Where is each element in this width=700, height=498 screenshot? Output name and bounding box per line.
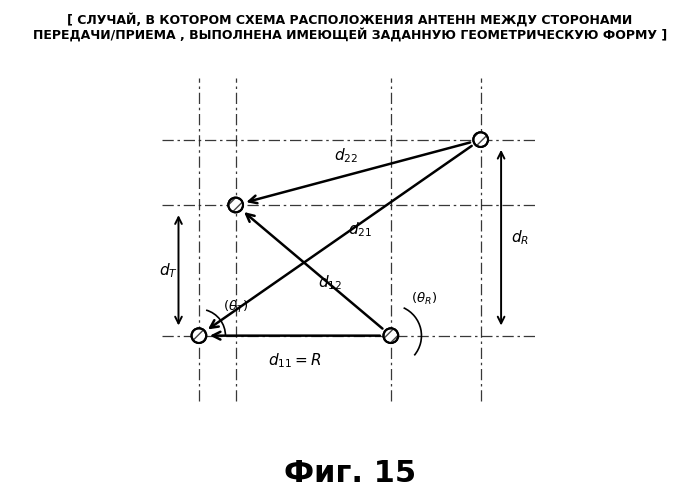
Text: Фиг. 15: Фиг. 15 <box>284 459 416 488</box>
Text: $(\theta_T)$: $(\theta_T)$ <box>223 299 248 315</box>
Text: $d_{21}$: $d_{21}$ <box>348 220 372 239</box>
Text: $d_T$: $d_T$ <box>159 261 178 280</box>
Circle shape <box>192 328 206 343</box>
Text: ПЕРЕДАЧИ/ПРИЕМА , ВЫПОЛНЕНА ИМЕЮЩЕЙ ЗАДАННУЮ ГЕОМЕТРИЧЕСКУЮ ФОРМУ ]: ПЕРЕДАЧИ/ПРИЕМА , ВЫПОЛНЕНА ИМЕЮЩЕЙ ЗАДА… <box>33 27 667 41</box>
Circle shape <box>384 328 398 343</box>
Text: $(\theta_R)$: $(\theta_R)$ <box>412 291 438 307</box>
Circle shape <box>228 198 243 212</box>
Text: $d_{22}$: $d_{22}$ <box>334 146 358 165</box>
Circle shape <box>473 132 488 147</box>
Text: $d_{12}$: $d_{12}$ <box>318 273 342 292</box>
Text: $d_{11}=R$: $d_{11}=R$ <box>268 351 322 370</box>
Text: $d_R$: $d_R$ <box>511 228 529 247</box>
Text: [ СЛУЧАЙ, В КОТОРОМ СХЕМА РАСПОЛОЖЕНИЯ АНТЕНН МЕЖДУ СТОРОНАМИ: [ СЛУЧАЙ, В КОТОРОМ СХЕМА РАСПОЛОЖЕНИЯ А… <box>67 12 633 26</box>
